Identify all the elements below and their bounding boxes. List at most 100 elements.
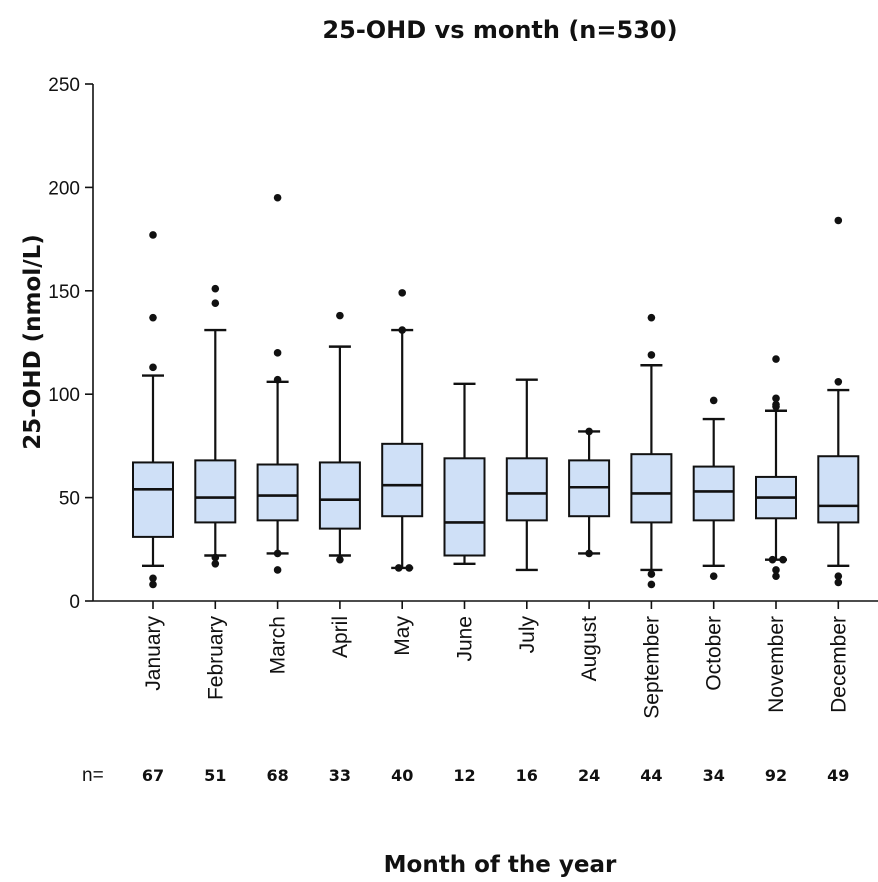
sample-size-july: 16 [516,766,538,785]
iqr-box [318,461,361,530]
outlier-point [779,555,787,564]
outlier-point [336,555,344,564]
sample-size-april: 33 [329,766,351,785]
box-october [692,396,735,580]
iqr-box [194,459,237,524]
outlier-point [211,553,220,562]
box-february [194,284,237,568]
outlier-point [834,216,843,225]
iqr-box [692,465,735,522]
x-category-label: January [142,616,165,691]
outlier-point [394,564,403,572]
outlier-point [398,289,407,297]
outlier-point [273,193,282,202]
outlier-point [772,394,780,403]
box-series [132,193,860,589]
x-category-label: December [827,616,850,713]
outlier-point [273,375,282,384]
outlier-point [398,326,407,334]
y-axis-ticks: 0 50 100 150 200 250 [48,75,93,613]
x-category-label: June [454,616,477,662]
outlier-point [149,313,157,322]
outlier-point [647,351,656,359]
x-category-label: July [516,616,539,654]
outlier-point [211,559,220,568]
iqr-box [381,442,424,518]
box-september [630,313,673,589]
y-axis-title: 25-OHD (nmol/L) [20,234,46,450]
outlier-point [768,555,777,564]
box-may [381,289,424,572]
x-category-label: November [765,616,788,713]
outlier-point [772,572,780,580]
x-category-label: April [329,616,352,658]
sample-size-august: 24 [578,766,600,785]
x-axis-title: Month of the year [384,852,617,878]
outlier-point [149,231,157,239]
outlier-point [834,572,843,580]
outlier-point [709,572,718,580]
outlier-point [336,311,344,320]
sample-size-november: 92 [765,766,787,785]
sample-size-june: 12 [453,766,475,785]
iqr-box [256,463,299,522]
outlier-point [273,549,282,558]
sample-size-may: 40 [391,766,413,785]
outlier-point [647,313,656,322]
chart-title: 25-OHD vs month (n=530) [322,16,677,44]
outlier-point [709,396,718,405]
outlier-point [647,580,656,589]
iqr-box [132,461,174,538]
outlier-point [405,564,414,572]
x-category-label: October [703,616,726,691]
sample-size-march: 68 [266,766,288,785]
outlier-point [772,400,780,409]
outlier-point [772,566,780,574]
iqr-box [817,455,860,524]
outlier-point [211,299,220,308]
outlier-point [273,349,282,357]
y-tick-label: 200 [48,178,80,199]
box-april [318,311,361,564]
box-august [568,427,611,558]
y-tick-label: 0 [69,592,80,613]
y-tick-label: 50 [59,489,80,510]
outlier-point [149,580,157,589]
sample-size-september: 44 [640,766,662,785]
sample-size-labels: 67 51 68 33 40 12 16 24 44 34 92 49 [142,766,850,785]
outlier-point [647,570,656,578]
box-december [817,216,860,587]
iqr-box [443,457,486,557]
outlier-point [585,549,593,558]
x-category-label: May [391,616,414,656]
iqr-box [505,457,548,522]
y-tick-label: 150 [48,282,80,303]
sample-size-february: 51 [204,766,226,785]
box-january [132,231,174,589]
outlier-point [834,377,843,386]
outlier-point [273,566,282,574]
sample-size-december: 49 [827,766,849,785]
box-june [443,382,486,565]
sample-size-january: 67 [142,766,164,785]
outlier-point [149,574,157,583]
outlier-point [834,578,843,587]
x-category-label: March [267,616,290,674]
sample-size-october: 34 [703,766,725,785]
y-tick-label: 100 [48,385,80,406]
iqr-box [630,453,673,524]
box-november [755,355,797,580]
box-july [505,378,548,572]
x-category-label: February [204,616,227,701]
outlier-point [772,355,780,363]
outlier-point [149,363,157,372]
outlier-point [585,427,593,436]
box-march [256,193,299,574]
x-axis-labels: January February March April May June July Augu… [142,601,850,719]
y-tick-label: 250 [48,75,80,96]
x-category-label: August [578,616,601,682]
x-category-label: September [640,616,663,719]
n-prefix-label: n= [82,765,104,786]
outlier-point [211,284,220,293]
